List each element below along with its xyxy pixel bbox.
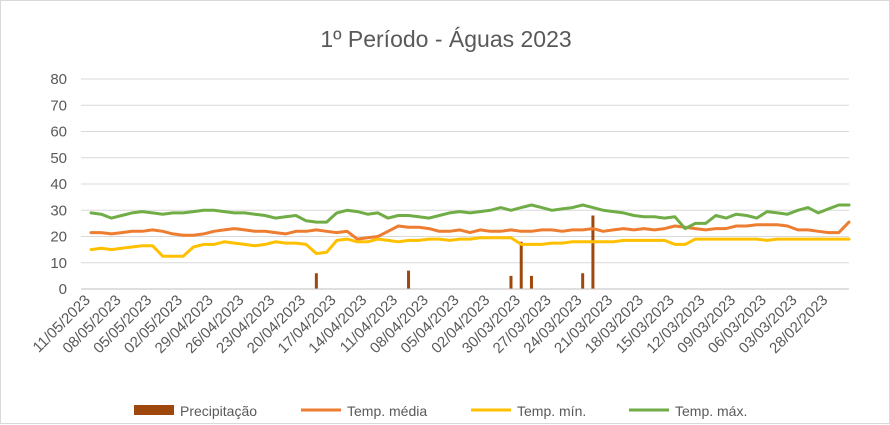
series-line-1 xyxy=(89,220,851,241)
y-tick-label: 50 xyxy=(50,150,67,167)
precipitation-bar xyxy=(519,241,523,289)
legend-label-precipitacao: Precipitação xyxy=(180,403,257,419)
y-tick-label: 30 xyxy=(50,202,67,219)
legend-label-temp-max: Temp. máx. xyxy=(675,403,747,419)
precipitation-bars xyxy=(314,215,595,289)
precipitation-bar xyxy=(529,275,533,289)
legend: Precipitação Temp. média Temp. mín. Temp… xyxy=(134,403,747,419)
precipitation-bar xyxy=(407,270,411,289)
chart-title: 1º Período - Águas 2023 xyxy=(320,26,571,52)
temperature-lines xyxy=(89,203,851,258)
y-tick-label: 60 xyxy=(50,124,67,141)
legend-swatch-precipitacao xyxy=(134,405,174,415)
y-tick-label: 20 xyxy=(50,229,67,246)
x-axis-ticks: 11/05/202308/05/202305/05/202302/05/2023… xyxy=(30,292,832,357)
precipitation-bar xyxy=(591,215,595,289)
y-tick-label: 70 xyxy=(50,97,67,114)
y-axis-ticks: 0 10 20 30 40 50 60 70 80 xyxy=(50,71,67,298)
precipitation-bar xyxy=(581,273,585,289)
y-tick-label: 80 xyxy=(50,71,67,88)
series-line-3 xyxy=(89,203,851,231)
y-tick-label: 40 xyxy=(50,176,67,193)
legend-label-temp-min: Temp. mín. xyxy=(517,403,586,419)
series-line-2 xyxy=(89,236,851,258)
legend-label-temp-media: Temp. média xyxy=(347,403,427,419)
precipitation-bar xyxy=(314,273,318,289)
y-tick-label: 10 xyxy=(50,255,67,272)
y-tick-label: 0 xyxy=(59,281,67,298)
precipitation-bar xyxy=(509,275,513,289)
